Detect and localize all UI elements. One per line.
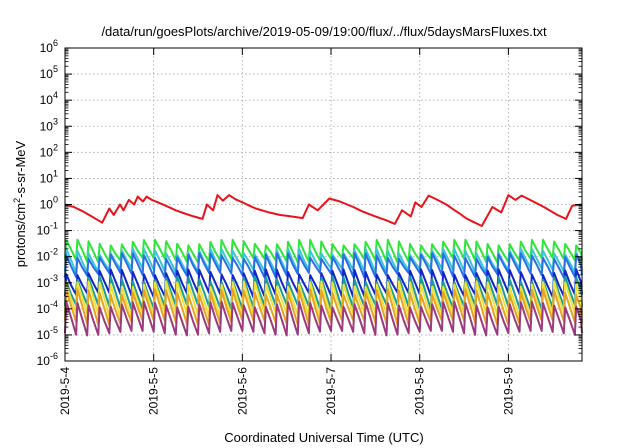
series-line-4	[64, 252, 583, 279]
y-tick-labels: 10-6 10-5 10-4 10-3 10-2 10-1 100 101 102 103 104 1…	[37, 38, 58, 368]
y-tick-label: 10-5	[37, 325, 58, 342]
ticks	[64, 47, 582, 362]
x-tick-label: 2019-5-5	[147, 367, 161, 415]
x-axis-label: Coordinated Universal Time (UTC)	[224, 430, 423, 445]
series-layer	[64, 194, 583, 337]
x-tick-label: 2019-5-9	[501, 367, 515, 415]
series-line-9	[64, 300, 583, 337]
x-tick-labels: 2019-5-4 2019-5-5 2019-5-6 2019-5-7 2019-5-8…	[58, 367, 515, 415]
series-line-1	[64, 194, 583, 227]
chart-title: /data/run/goesPlots/archive/2019-05-09/1…	[101, 24, 547, 39]
y-axis-label-post: -s-sr-MeV	[13, 140, 28, 197]
y-tick-label: 105	[40, 64, 58, 81]
y-tick-label: 101	[40, 168, 58, 185]
x-tick-label: 2019-5-6	[235, 367, 249, 415]
y-axis-label-pre: protons/cm	[13, 203, 28, 267]
y-tick-label: 10-2	[37, 247, 58, 264]
y-tick-label: 100	[40, 195, 58, 212]
x-tick-label: 2019-5-8	[413, 367, 427, 415]
y-tick-label: 10-3	[37, 273, 58, 290]
y-tick-label: 10-1	[37, 221, 58, 238]
x-tick-label: 2019-5-4	[58, 367, 72, 415]
y-tick-label: 106	[40, 38, 58, 55]
y-axis-label: protons/cm2-s-sr-MeV	[12, 140, 28, 267]
y-tick-label: 10-4	[37, 299, 58, 316]
y-tick-label: 104	[40, 90, 58, 107]
y-tick-label: 10-6	[37, 351, 58, 368]
y-axis-label-sup: 2	[12, 198, 22, 203]
y-tick-label: 102	[40, 142, 58, 159]
x-tick-label: 2019-5-7	[324, 367, 338, 415]
y-tick-label: 103	[40, 116, 58, 133]
